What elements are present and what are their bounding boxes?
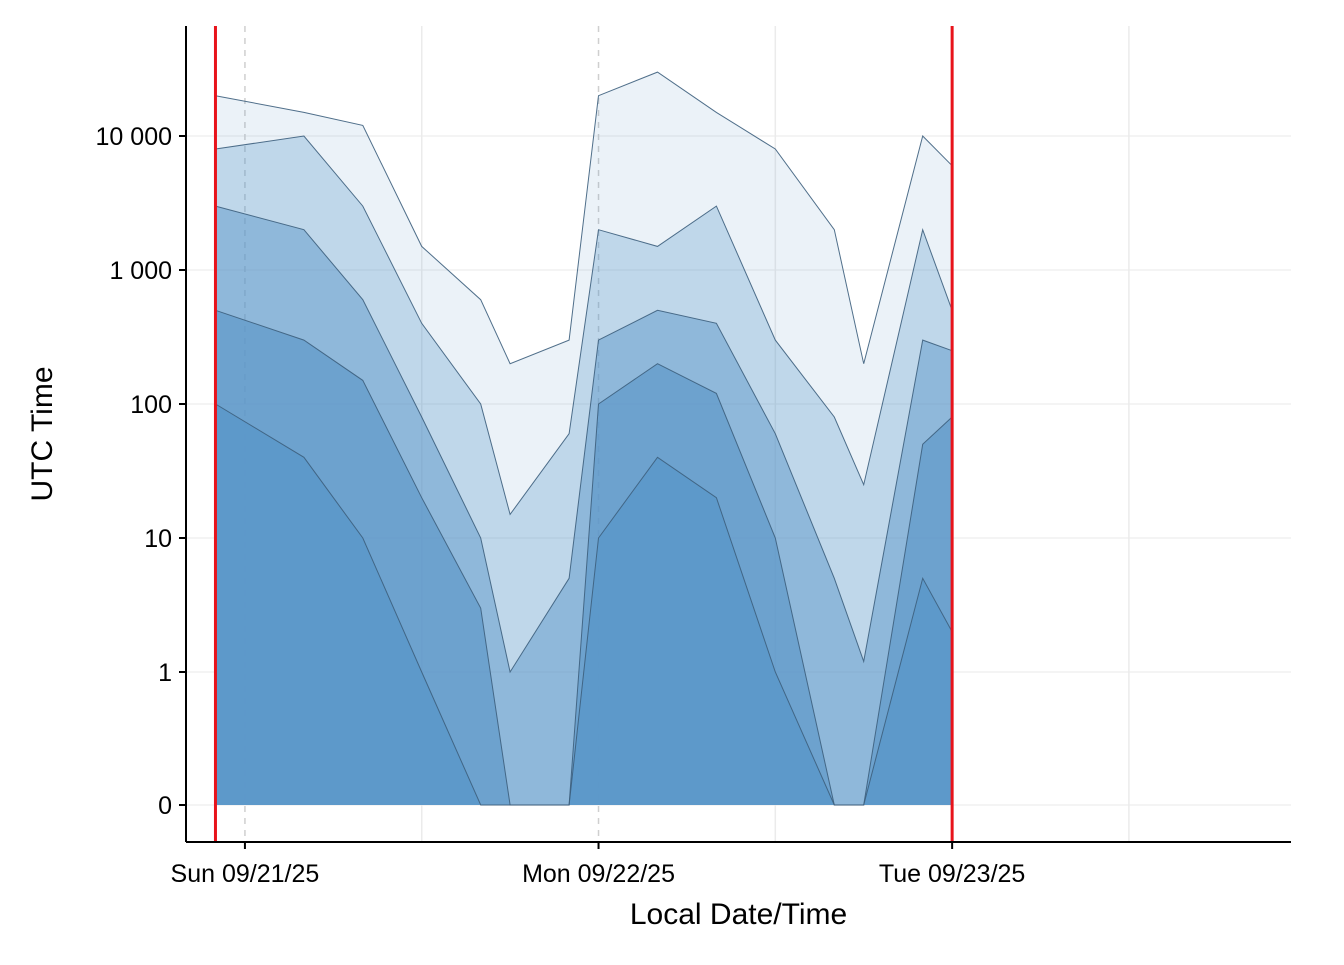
axes — [185, 26, 1291, 843]
x-tick-label: Tue 09/23/25 — [879, 860, 1025, 888]
y-tick-label: 0 — [158, 792, 172, 820]
x-axis-title: Local Date/Time — [630, 898, 847, 931]
y-tick-label: 10 — [144, 525, 172, 553]
line-series-2 — [215, 135, 953, 516]
line-layer — [215, 71, 953, 806]
y-tick-label: 10 000 — [96, 123, 172, 151]
line-series-5 — [215, 403, 953, 806]
line-series-1 — [215, 71, 953, 365]
x-tick-label: Sun 09/21/25 — [171, 860, 320, 888]
y-axis-title: UTC Time — [26, 367, 59, 502]
y-tick-label: 100 — [130, 391, 172, 419]
area-layer — [215, 72, 953, 806]
y-tick-label: 1 — [158, 659, 172, 687]
y-tick-label: 1 000 — [109, 257, 172, 285]
tick-labels: 0 1 10 100 1 000 10 000 Sun 09/21/25 Mon 09/22/… — [96, 123, 1026, 888]
area-series-5 — [215, 404, 953, 805]
line-series-3 — [215, 205, 953, 674]
x-tick-label: Mon 09/22/25 — [522, 860, 675, 888]
reference-lines — [213, 26, 954, 842]
